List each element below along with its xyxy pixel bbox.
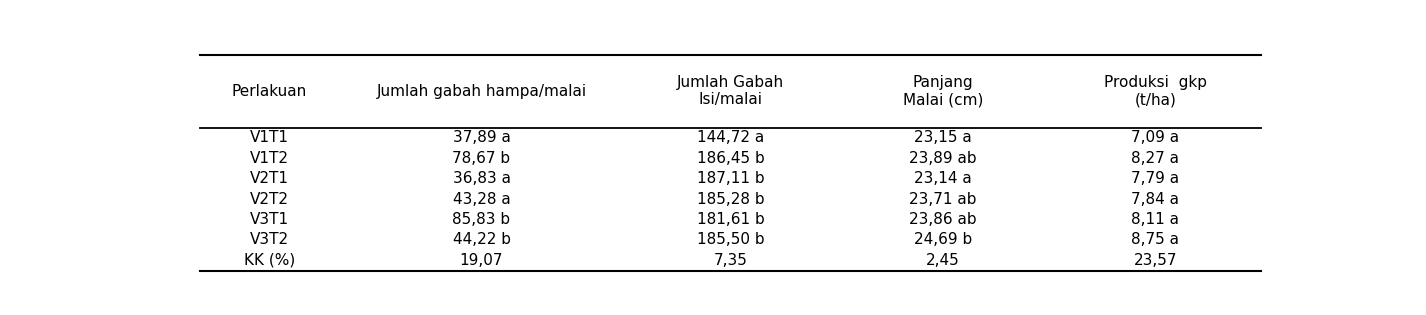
Text: 23,86 ab: 23,86 ab [910, 212, 977, 227]
Text: KK (%): KK (%) [244, 253, 295, 268]
Text: 181,61 b: 181,61 b [697, 212, 764, 227]
Text: 187,11 b: 187,11 b [697, 171, 764, 186]
Text: 7,09 a: 7,09 a [1131, 130, 1179, 145]
Text: 7,35: 7,35 [714, 253, 747, 268]
Text: V3T1: V3T1 [250, 212, 289, 227]
Text: 85,83 b: 85,83 b [452, 212, 511, 227]
Text: V1T1: V1T1 [250, 130, 289, 145]
Text: 185,28 b: 185,28 b [697, 192, 764, 207]
Text: V1T2: V1T2 [250, 151, 289, 166]
Text: 186,45 b: 186,45 b [697, 151, 764, 166]
Text: 8,11 a: 8,11 a [1131, 212, 1179, 227]
Text: 44,22 b: 44,22 b [452, 232, 511, 248]
Text: 144,72 a: 144,72 a [697, 130, 764, 145]
Text: 185,50 b: 185,50 b [697, 232, 764, 248]
Text: Jumlah Gabah
Isi/malai: Jumlah Gabah Isi/malai [677, 75, 784, 107]
Text: 7,79 a: 7,79 a [1131, 171, 1179, 186]
Text: Produksi  gkp
(t/ha): Produksi gkp (t/ha) [1104, 75, 1206, 107]
Text: 23,14 a: 23,14 a [914, 171, 973, 186]
Text: 37,89 a: 37,89 a [452, 130, 511, 145]
Text: 2,45: 2,45 [925, 253, 960, 268]
Text: 23,57: 23,57 [1134, 253, 1176, 268]
Text: Perlakuan: Perlakuan [231, 84, 307, 99]
Text: 19,07: 19,07 [459, 253, 503, 268]
Text: 78,67 b: 78,67 b [452, 151, 511, 166]
Text: 23,15 a: 23,15 a [914, 130, 973, 145]
Text: 43,28 a: 43,28 a [452, 192, 511, 207]
Text: 7,84 a: 7,84 a [1131, 192, 1179, 207]
Text: V2T2: V2T2 [250, 192, 289, 207]
Text: V2T1: V2T1 [250, 171, 289, 186]
Text: 8,75 a: 8,75 a [1131, 232, 1179, 248]
Text: 23,89 ab: 23,89 ab [910, 151, 977, 166]
Text: Jumlah gabah hampa/malai: Jumlah gabah hampa/malai [376, 84, 586, 99]
Text: 8,27 a: 8,27 a [1131, 151, 1179, 166]
Text: Panjang
Malai (cm): Panjang Malai (cm) [903, 75, 983, 107]
Text: 24,69 b: 24,69 b [914, 232, 973, 248]
Text: V3T2: V3T2 [250, 232, 289, 248]
Text: 36,83 a: 36,83 a [452, 171, 511, 186]
Text: 23,71 ab: 23,71 ab [910, 192, 977, 207]
